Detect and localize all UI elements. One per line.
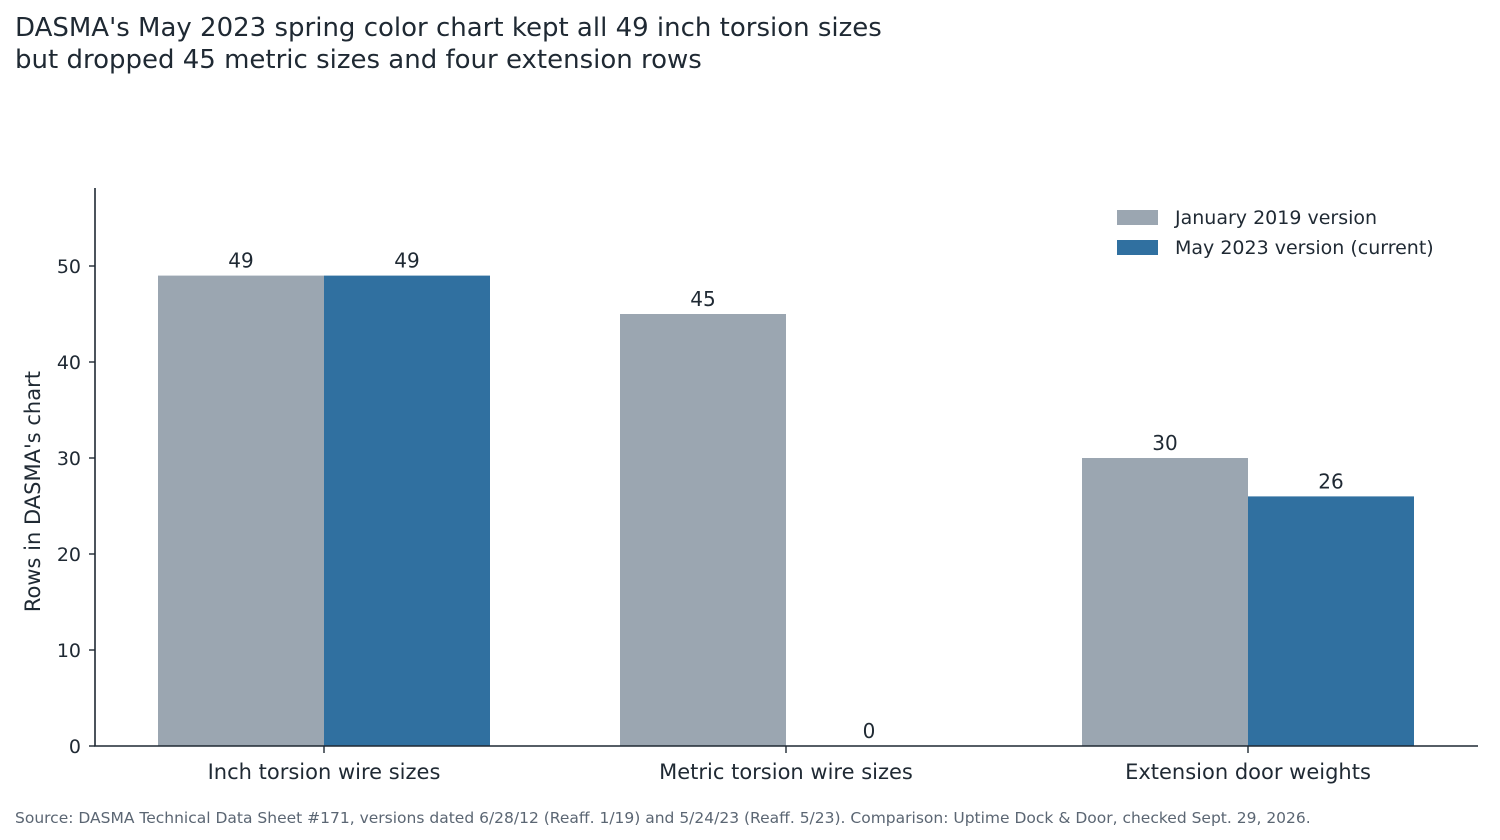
chart-title-line-2: but dropped 45 metric sizes and four ext…	[15, 45, 702, 75]
bar-s0-c2	[1082, 458, 1248, 746]
data-label-s0-c2: 30	[1152, 431, 1177, 455]
chart-title: DASMA's May 2023 spring color chart kept…	[15, 12, 1115, 76]
x-tick-label-2: Extension door weights	[1125, 760, 1371, 784]
data-label-s0-c1: 45	[690, 287, 715, 311]
x-tick-label-0: Inch torsion wire sizes	[208, 760, 441, 784]
bar-s0-c1	[620, 314, 786, 746]
y-tick-label-40: 40	[57, 352, 81, 374]
data-label-s1-c1: 0	[863, 719, 876, 743]
bar-s1-c2	[1248, 496, 1414, 746]
y-axis-label: Rows in DASMA's chart	[21, 371, 45, 612]
source-note: Source: DASMA Technical Data Sheet #171,…	[15, 809, 1311, 827]
legend-label-0: January 2019 version	[1174, 207, 1377, 229]
x-tick-label-1: Metric torsion wire sizes	[659, 760, 913, 784]
data-label-s1-c2: 26	[1318, 469, 1343, 493]
data-label-s0-c0: 49	[228, 249, 253, 273]
bar-s1-c0	[324, 275, 490, 746]
bar-s0-c0	[158, 275, 324, 746]
chart-title-line-1: DASMA's May 2023 spring color chart kept…	[15, 13, 882, 43]
y-tick-label-30: 30	[57, 448, 81, 470]
data-label-s1-c0: 49	[394, 249, 419, 273]
legend-label-1: May 2023 version (current)	[1175, 237, 1434, 259]
legend-swatch-1	[1117, 240, 1158, 255]
y-tick-label-50: 50	[57, 256, 81, 278]
legend-swatch-0	[1117, 210, 1158, 225]
y-tick-label-10: 10	[57, 640, 81, 662]
y-tick-label-20: 20	[57, 544, 81, 566]
y-tick-label-0: 0	[69, 736, 81, 758]
